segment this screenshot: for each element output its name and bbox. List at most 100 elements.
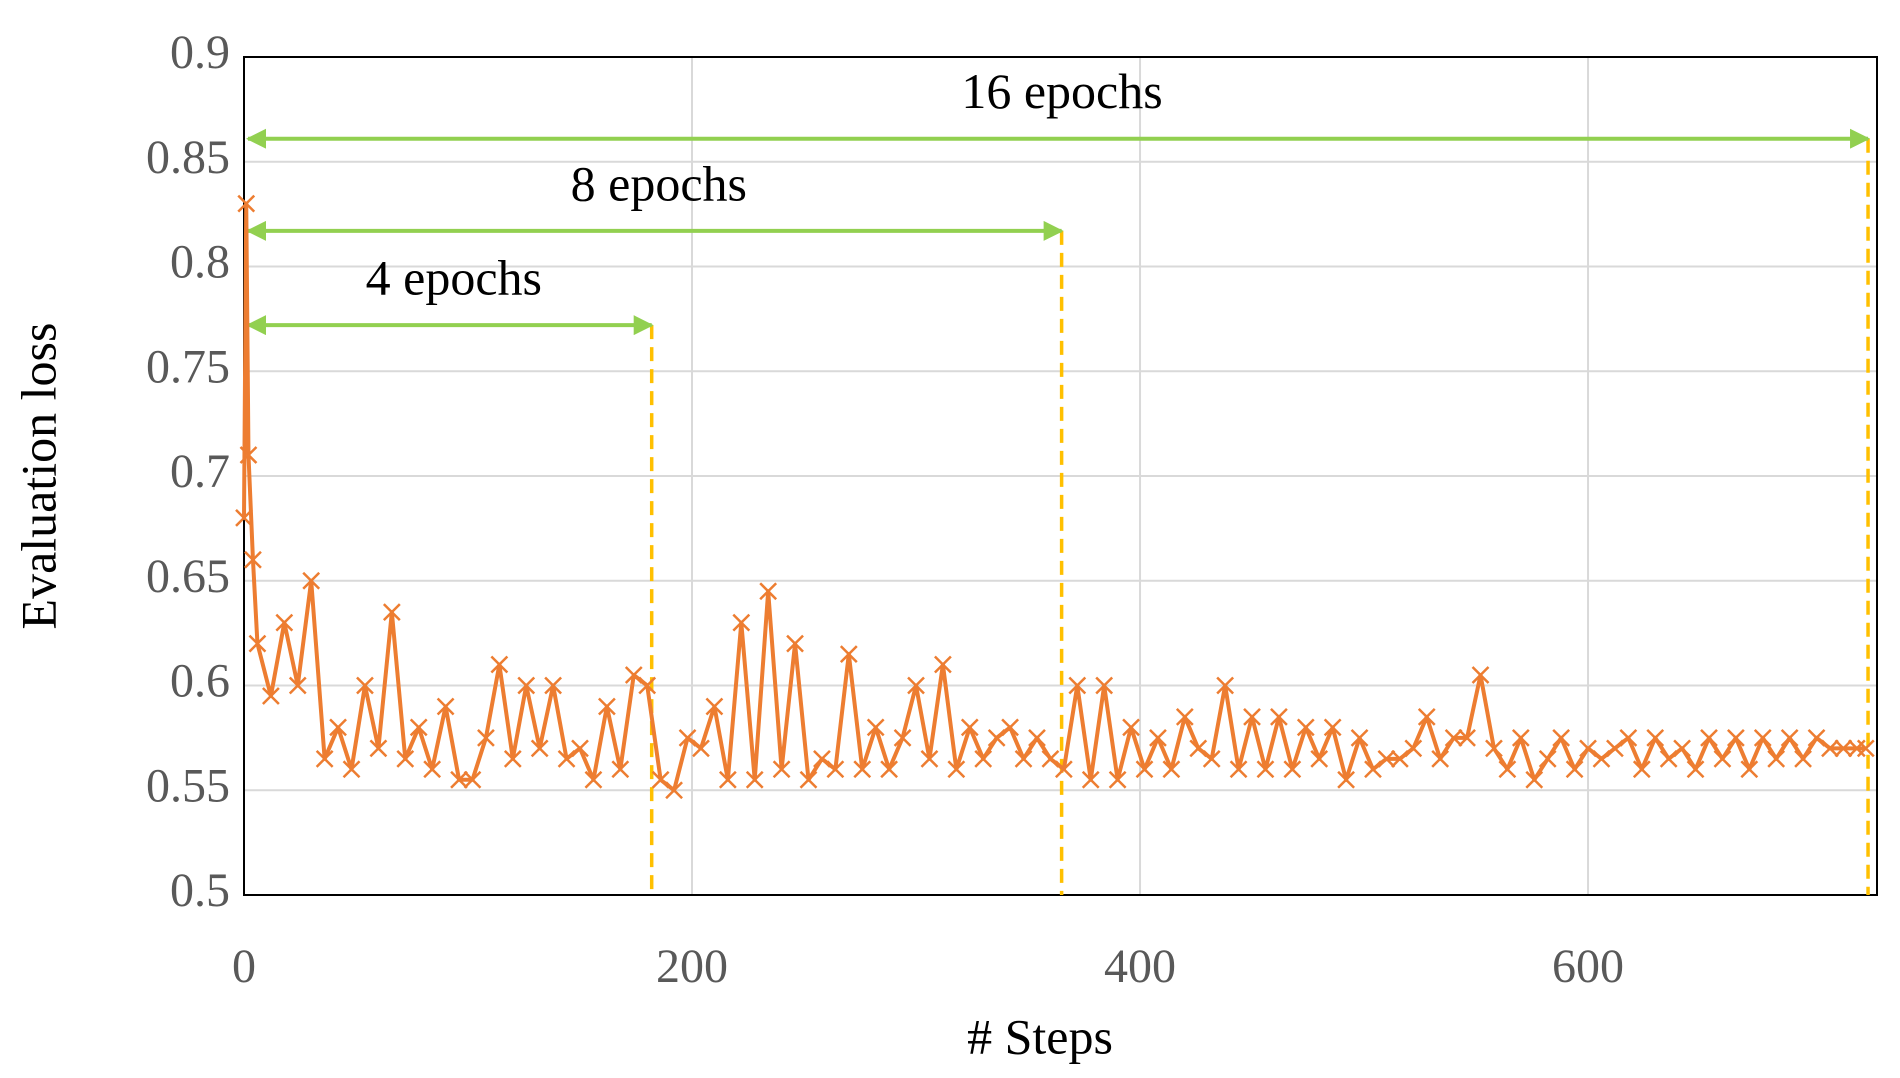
data-point — [1700, 728, 1718, 747]
data-point — [1565, 760, 1584, 779]
data-point — [1283, 760, 1302, 779]
data-point — [1149, 728, 1167, 747]
data-point — [1189, 739, 1208, 758]
data-point — [611, 760, 630, 779]
data-point — [1821, 739, 1839, 758]
data-point — [920, 749, 939, 768]
data-point — [1673, 739, 1692, 758]
y-tick-label: 0.75 — [146, 340, 230, 393]
data-point — [1834, 739, 1853, 758]
data-point — [1229, 760, 1248, 779]
data-point — [1431, 749, 1450, 768]
data-point — [584, 770, 603, 789]
data-point — [1726, 728, 1745, 747]
data-point — [1619, 728, 1638, 747]
y-tick-label: 0.5 — [170, 864, 230, 917]
data-point — [960, 718, 979, 737]
data-point — [244, 550, 262, 569]
data-point — [1202, 749, 1221, 768]
annotation: 8 epochs — [571, 155, 747, 211]
data-point — [880, 760, 899, 779]
annotation: 4 epochs — [366, 250, 542, 306]
data-point — [409, 718, 428, 737]
data-point — [1041, 749, 1060, 768]
data-point — [1659, 749, 1678, 768]
data-point — [261, 687, 280, 705]
data-point — [866, 718, 885, 737]
data-point — [732, 613, 751, 632]
x-tick-label: 600 — [1552, 940, 1624, 993]
data-point — [1135, 760, 1154, 779]
data-point — [302, 571, 321, 590]
data-point — [1579, 739, 1597, 758]
data-point — [907, 676, 925, 695]
data-point — [1740, 760, 1759, 779]
data-point — [987, 728, 1006, 747]
data-point — [1404, 739, 1423, 758]
data-point — [1780, 728, 1799, 747]
data-point — [1753, 728, 1772, 747]
data-point — [1014, 749, 1033, 768]
data-point — [1310, 749, 1329, 768]
y-tick-label: 0.85 — [146, 131, 230, 184]
data-point — [1807, 728, 1826, 747]
data-point — [826, 760, 845, 779]
data-point — [477, 728, 495, 747]
data-point — [517, 676, 536, 695]
data-point — [1270, 708, 1288, 726]
data-point — [772, 760, 791, 779]
data-point — [1364, 760, 1382, 779]
data-point — [947, 760, 966, 779]
data-point — [1538, 749, 1557, 768]
data-point — [1417, 708, 1436, 726]
data-point — [544, 676, 563, 695]
x-tick-label: 400 — [1104, 940, 1176, 993]
data-point — [1054, 760, 1073, 779]
y-tick-label: 0.6 — [170, 655, 230, 708]
data-point — [329, 718, 347, 737]
data-point — [1390, 749, 1409, 768]
data-point — [651, 770, 670, 789]
data-point — [1498, 760, 1517, 779]
data-point — [799, 770, 818, 789]
y-tick-label: 0.9 — [170, 26, 230, 79]
data-point — [1337, 770, 1355, 789]
data-point — [692, 739, 710, 758]
data-point — [1458, 728, 1476, 747]
data-point — [1323, 718, 1342, 737]
data-point — [1122, 718, 1140, 737]
data-point — [288, 676, 307, 695]
data-point — [1256, 760, 1275, 779]
data-point — [665, 781, 683, 800]
data-point — [382, 603, 401, 622]
data-point — [571, 739, 589, 758]
data-point — [490, 655, 509, 674]
data-point — [1856, 739, 1875, 758]
data-point — [1216, 676, 1235, 695]
data-point — [1646, 728, 1665, 747]
data-point — [745, 770, 764, 789]
data-point — [237, 194, 256, 213]
data-point — [1095, 676, 1114, 695]
data-point — [1108, 770, 1127, 789]
x-tick-label: 200 — [656, 940, 728, 993]
data-point — [598, 697, 616, 716]
data-point — [1377, 749, 1396, 768]
data-point — [275, 613, 294, 632]
data-point — [1794, 749, 1812, 768]
data-point — [893, 728, 912, 747]
data-point — [463, 770, 482, 789]
data-point — [638, 676, 657, 695]
data-point — [315, 749, 334, 768]
data-point — [1081, 770, 1100, 789]
data-point — [436, 697, 455, 716]
data-point — [248, 634, 267, 653]
data-point — [1525, 770, 1544, 789]
data-point — [342, 760, 361, 779]
data-point — [974, 749, 993, 768]
data-point — [1243, 708, 1261, 726]
data-point — [369, 739, 388, 758]
y-tick-label: 0.55 — [146, 759, 230, 812]
data-point — [624, 666, 643, 684]
